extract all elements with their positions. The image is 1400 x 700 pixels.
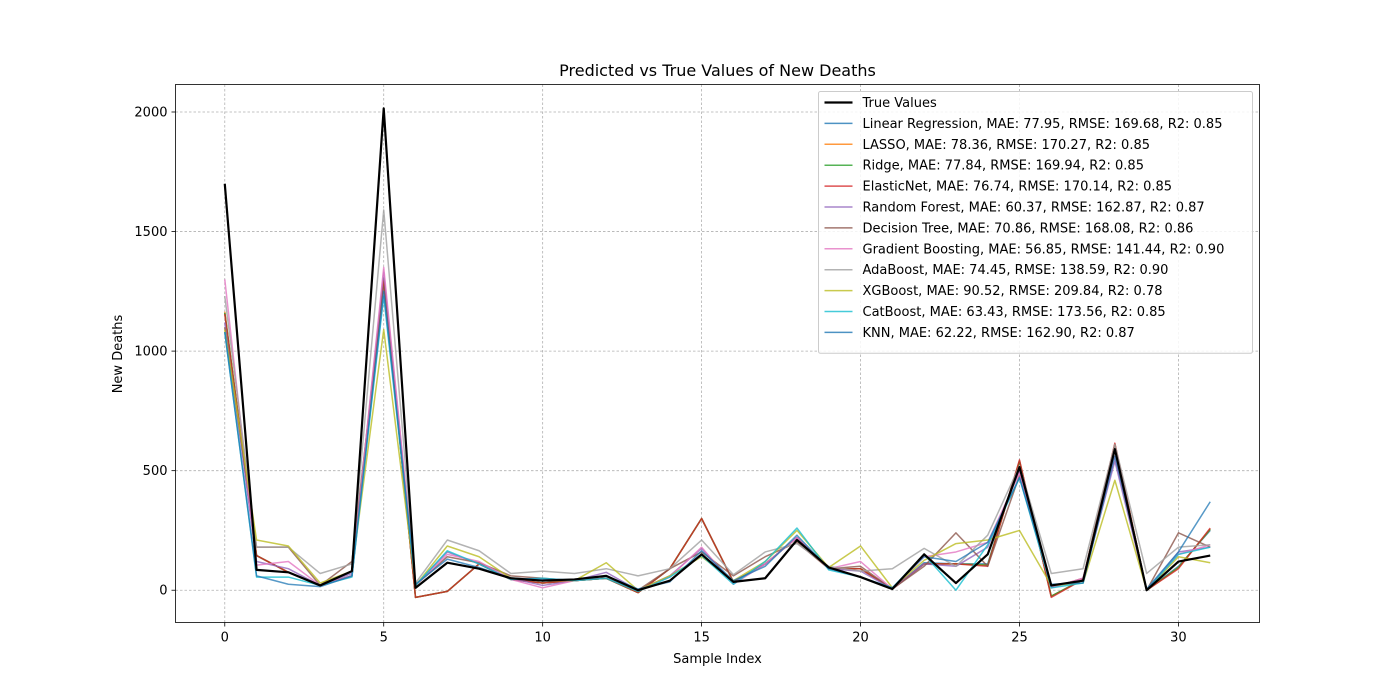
x-tick-label: 15: [693, 631, 710, 646]
y-tick-label: 0: [159, 584, 167, 599]
legend-label: True Values: [862, 96, 937, 111]
legend-label: KNN, MAE: 62.22, RMSE: 162.90, R2: 0.87: [863, 326, 1135, 341]
legend-label: Random Forest, MAE: 60.37, RMSE: 162.87,…: [863, 201, 1205, 216]
legend-label: Ridge, MAE: 77.84, RMSE: 169.94, R2: 0.8…: [863, 159, 1144, 174]
y-tick-label: 500: [143, 464, 168, 479]
legend-label: XGBoost, MAE: 90.52, RMSE: 209.84, R2: 0…: [863, 284, 1163, 299]
y-tick-label: 1500: [134, 225, 167, 240]
series-line-0: [223, 107, 1211, 592]
x-tick-label: 30: [1170, 631, 1187, 646]
x-tick-label: 25: [1011, 631, 1028, 646]
x-axis-label: Sample Index: [673, 652, 762, 667]
legend-label: CatBoost, MAE: 63.43, RMSE: 173.56, R2: …: [863, 305, 1166, 320]
legend-label: Gradient Boosting, MAE: 56.85, RMSE: 141…: [863, 242, 1225, 257]
x-tick-label: 20: [852, 631, 869, 646]
legend-label: ElasticNet, MAE: 76.74, RMSE: 170.14, R2…: [863, 180, 1173, 195]
legend-label: Decision Tree, MAE: 70.86, RMSE: 168.08,…: [863, 221, 1194, 236]
y-tick-label: 2000: [134, 105, 167, 120]
legend-label: Linear Regression, MAE: 77.95, RMSE: 169…: [863, 117, 1223, 132]
legend-box: [818, 91, 1253, 354]
series-line-8: [224, 209, 1211, 584]
y-tick-label: 1000: [134, 345, 167, 360]
chart-title: Predicted vs True Values of New Deaths: [559, 61, 876, 80]
y-axis-label: New Deaths: [111, 314, 126, 393]
legend-label: AdaBoost, MAE: 74.45, RMSE: 138.59, R2: …: [863, 263, 1169, 278]
x-tick-label: 5: [380, 631, 388, 646]
x-tick-label: 0: [221, 631, 229, 646]
plot-frame: [175, 84, 1260, 623]
legend: True Values Linear Regression, MAE: 77.95…: [818, 91, 1253, 354]
x-tick-label: 10: [534, 631, 551, 646]
legend-label: LASSO, MAE: 78.36, RMSE: 170.27, R2: 0.8…: [863, 138, 1151, 153]
